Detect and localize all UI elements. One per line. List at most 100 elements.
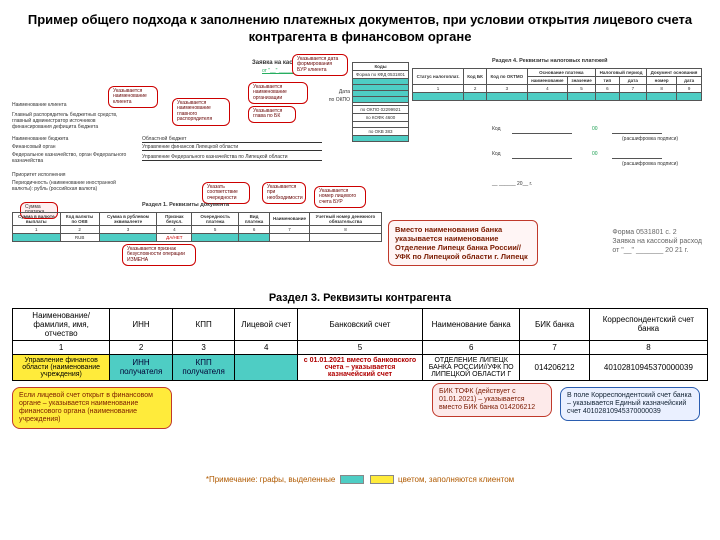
- codes-table: Коды Форма по КФД 0531801 по ОКПО 022999…: [352, 62, 409, 142]
- s4g2: Документ основания: [647, 68, 702, 76]
- sec3-title: Раздел 3. Реквизиты контрагента: [12, 292, 708, 304]
- s1h0: Сумма в валюте выплаты: [13, 212, 61, 225]
- n8: 8: [589, 340, 707, 354]
- sign-code2: Код: [492, 151, 501, 157]
- s4n2: 3: [487, 84, 528, 92]
- s4r5: [596, 92, 620, 100]
- s4n3: 4: [527, 84, 567, 92]
- h6: Наименование банка: [423, 308, 520, 340]
- s1h6: Наименование: [269, 212, 309, 225]
- sign-date: __ ______ 20__ г.: [492, 181, 532, 187]
- n3: 3: [172, 340, 235, 354]
- h2: ИНН: [110, 308, 173, 340]
- label-grbs: Главный распорядитель бюджетных средств,…: [12, 112, 132, 130]
- s4h5: тип: [596, 76, 620, 84]
- c8: 40102810945370000039: [589, 354, 707, 380]
- s1h5: Вид платежа: [239, 212, 270, 225]
- s4n0: 1: [413, 84, 464, 92]
- s4r0: [413, 92, 464, 100]
- bank-note: Вместо наименования банка указывается на…: [388, 220, 538, 266]
- callout-grbs: Указывается наименование главного распор…: [172, 98, 230, 126]
- sec4-table: Статус налогоплат. Код БК Код по ОКТМО О…: [412, 68, 702, 101]
- callout-glava: Указывается глава по БК: [248, 106, 296, 123]
- code-kofk: по КОФК 4600: [353, 113, 409, 121]
- s4h3: наименование: [527, 76, 567, 84]
- s4r1: [464, 92, 487, 100]
- s4r4: [568, 92, 596, 100]
- s1n3: 4: [157, 225, 192, 233]
- s4r7: [647, 92, 677, 100]
- s1r2: [99, 233, 157, 241]
- s4n4: 5: [568, 84, 596, 92]
- s4h0: Статус налогоплат.: [413, 68, 464, 84]
- n5: 5: [297, 340, 422, 354]
- c4: [235, 354, 298, 380]
- sign-exp2: (расшифровка подписи): [622, 161, 678, 167]
- s1n5: 6: [239, 225, 270, 233]
- c6: ОТДЕЛЕНИЕ ЛИПЕЦК БАНКА РОССИИ//УФК ПО ЛИ…: [423, 354, 520, 380]
- form-meta: Форма 0531801 с. 2 Заявка на кассовый ра…: [612, 228, 702, 255]
- s4n7: 8: [647, 84, 677, 92]
- c3: КПП получателя: [172, 354, 235, 380]
- s1n6: 7: [269, 225, 309, 233]
- note-corr: В поле Корреспондентский счет банка – ук…: [560, 387, 700, 421]
- s1n1: 2: [60, 225, 99, 233]
- s1n2: 3: [99, 225, 157, 233]
- s1r5: [239, 233, 270, 241]
- s1n7: 8: [309, 225, 381, 233]
- s4g1: Налоговый период: [596, 68, 647, 76]
- label-finorg: Финансовый орган: [12, 144, 55, 150]
- sec4-title: Раздел 4. Реквизиты налоговых платежей: [492, 58, 608, 64]
- h7: БИК банка: [520, 308, 590, 340]
- callout-org: Указывается наименование организации: [248, 82, 308, 105]
- c2: ИНН получателя: [110, 354, 173, 380]
- s4n8: 9: [677, 84, 702, 92]
- note-bik: БИК ТОФК (действует с 01.01.2021) – указ…: [432, 383, 552, 417]
- sign-t1: 00: [592, 126, 598, 132]
- sign-t2: 00: [592, 151, 598, 157]
- s1r7: [309, 233, 381, 241]
- s1n4: 5: [192, 225, 239, 233]
- sign-exp1: (расшифровка подписи): [622, 136, 678, 142]
- s4n6: 7: [619, 84, 646, 92]
- note-finorg: Если лицевой счет открыт в финансовом ор…: [12, 387, 172, 429]
- n2: 2: [110, 340, 173, 354]
- s1h7: Учетный номер денежного обязательства: [309, 212, 381, 225]
- s4r3: [527, 92, 567, 100]
- code-okv: по ОКВ 383: [353, 127, 409, 135]
- s4h6: дата: [619, 76, 646, 84]
- h3: КПП: [172, 308, 235, 340]
- h8: Корреспондентский счет банка: [589, 308, 707, 340]
- s1r3: ДА/НЕТ: [157, 233, 192, 241]
- top-form-area: Заявка на кассовый расход № от "__" ____…: [12, 56, 708, 256]
- s1r6: [269, 233, 309, 241]
- s1h3: Признак безусл.: [157, 212, 192, 225]
- label-period: Периодичность (наименование иностранной …: [12, 180, 132, 192]
- s1n0: 1: [13, 225, 61, 233]
- s1r0: [13, 233, 61, 241]
- c7: 014206212: [520, 354, 590, 380]
- s4n1: 2: [464, 84, 487, 92]
- callout-dateform: Указывается дата формирования БУР клиент…: [292, 54, 348, 77]
- s1h4: Очередность платежа: [192, 212, 239, 225]
- c1: Управление финансов области (наименовани…: [13, 354, 110, 380]
- callout-opt: Указывается при необходимости: [262, 182, 306, 205]
- n6: 6: [423, 340, 520, 354]
- val-fk: Управление Федерального казначейства по …: [142, 154, 322, 161]
- label-prio: Приоритет исполнения: [12, 172, 65, 178]
- val-finorg: Управление финансов Липецкой области: [142, 144, 322, 151]
- s4h2: Код по ОКТМО: [487, 68, 528, 84]
- code-form: Форма по КФД 0531801: [353, 70, 409, 78]
- n4: 4: [235, 340, 298, 354]
- h5: Банковский счет: [297, 308, 422, 340]
- swatch-yellow: [370, 475, 394, 484]
- c5: с 01.01.2021 вместо банковского счета – …: [297, 354, 422, 380]
- s1r1: RUB: [60, 233, 99, 241]
- page-title: Пример общего подхода к заполнению плате…: [12, 12, 708, 46]
- s1r4: [192, 233, 239, 241]
- callout-licnum: Указывается номер лицевого счета БУР: [314, 186, 366, 209]
- s4g0: Основание платежа: [527, 68, 595, 76]
- h1: Наименование/ фамилия, имя, отчество: [13, 308, 110, 340]
- s4h7: номер: [647, 76, 677, 84]
- footnote: *Примечание: графы, выделенные цветом, з…: [12, 475, 708, 484]
